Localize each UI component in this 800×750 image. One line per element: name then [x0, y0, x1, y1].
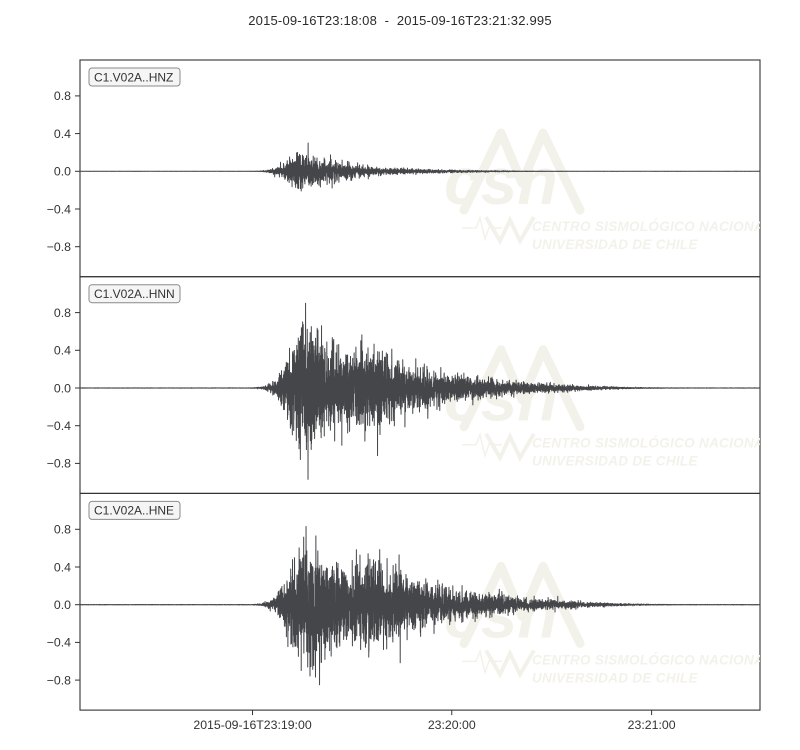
svg-text:0.8: 0.8 — [54, 306, 71, 320]
svg-text:CENTRO SISMOLÓGICO NACIONAL: CENTRO SISMOLÓGICO NACIONAL — [532, 219, 773, 234]
svg-text:−0.4: −0.4 — [47, 636, 71, 650]
svg-text:C1.V02A..HNN: C1.V02A..HNN — [94, 287, 175, 301]
svg-text:0.4: 0.4 — [54, 127, 71, 141]
svg-text:UNIVERSIDAD DE CHILE: UNIVERSIDAD DE CHILE — [532, 237, 698, 252]
svg-text:C1.V02A..HNE: C1.V02A..HNE — [94, 504, 174, 518]
svg-text:−0.8: −0.8 — [47, 240, 71, 254]
svg-text:0.8: 0.8 — [54, 523, 71, 537]
svg-text:C1.V02A..HNZ: C1.V02A..HNZ — [94, 70, 173, 84]
svg-text:UNIVERSIDAD DE CHILE: UNIVERSIDAD DE CHILE — [532, 670, 698, 685]
svg-text:0.4: 0.4 — [54, 560, 71, 574]
svg-text:23:21:00: 23:21:00 — [628, 718, 676, 732]
svg-text:2015-09-16T23:19:00: 2015-09-16T23:19:00 — [193, 718, 311, 732]
svg-text:0.0: 0.0 — [54, 165, 71, 179]
svg-text:−0.4: −0.4 — [47, 419, 71, 433]
svg-text:0.0: 0.0 — [54, 381, 71, 395]
svg-text:0.8: 0.8 — [54, 89, 71, 103]
svg-text:CENTRO SISMOLÓGICO NACIONAL: CENTRO SISMOLÓGICO NACIONAL — [532, 652, 773, 667]
svg-text:0.0: 0.0 — [54, 598, 71, 612]
svg-text:−0.4: −0.4 — [47, 202, 71, 216]
svg-text:0.4: 0.4 — [54, 344, 71, 358]
svg-text:UNIVERSIDAD DE CHILE: UNIVERSIDAD DE CHILE — [532, 454, 698, 469]
svg-text:−0.8: −0.8 — [47, 457, 71, 471]
svg-text:CENTRO SISMOLÓGICO NACIONAL: CENTRO SISMOLÓGICO NACIONAL — [532, 436, 773, 451]
svg-text:−0.8: −0.8 — [47, 673, 71, 687]
svg-text:23:20:00: 23:20:00 — [428, 718, 476, 732]
